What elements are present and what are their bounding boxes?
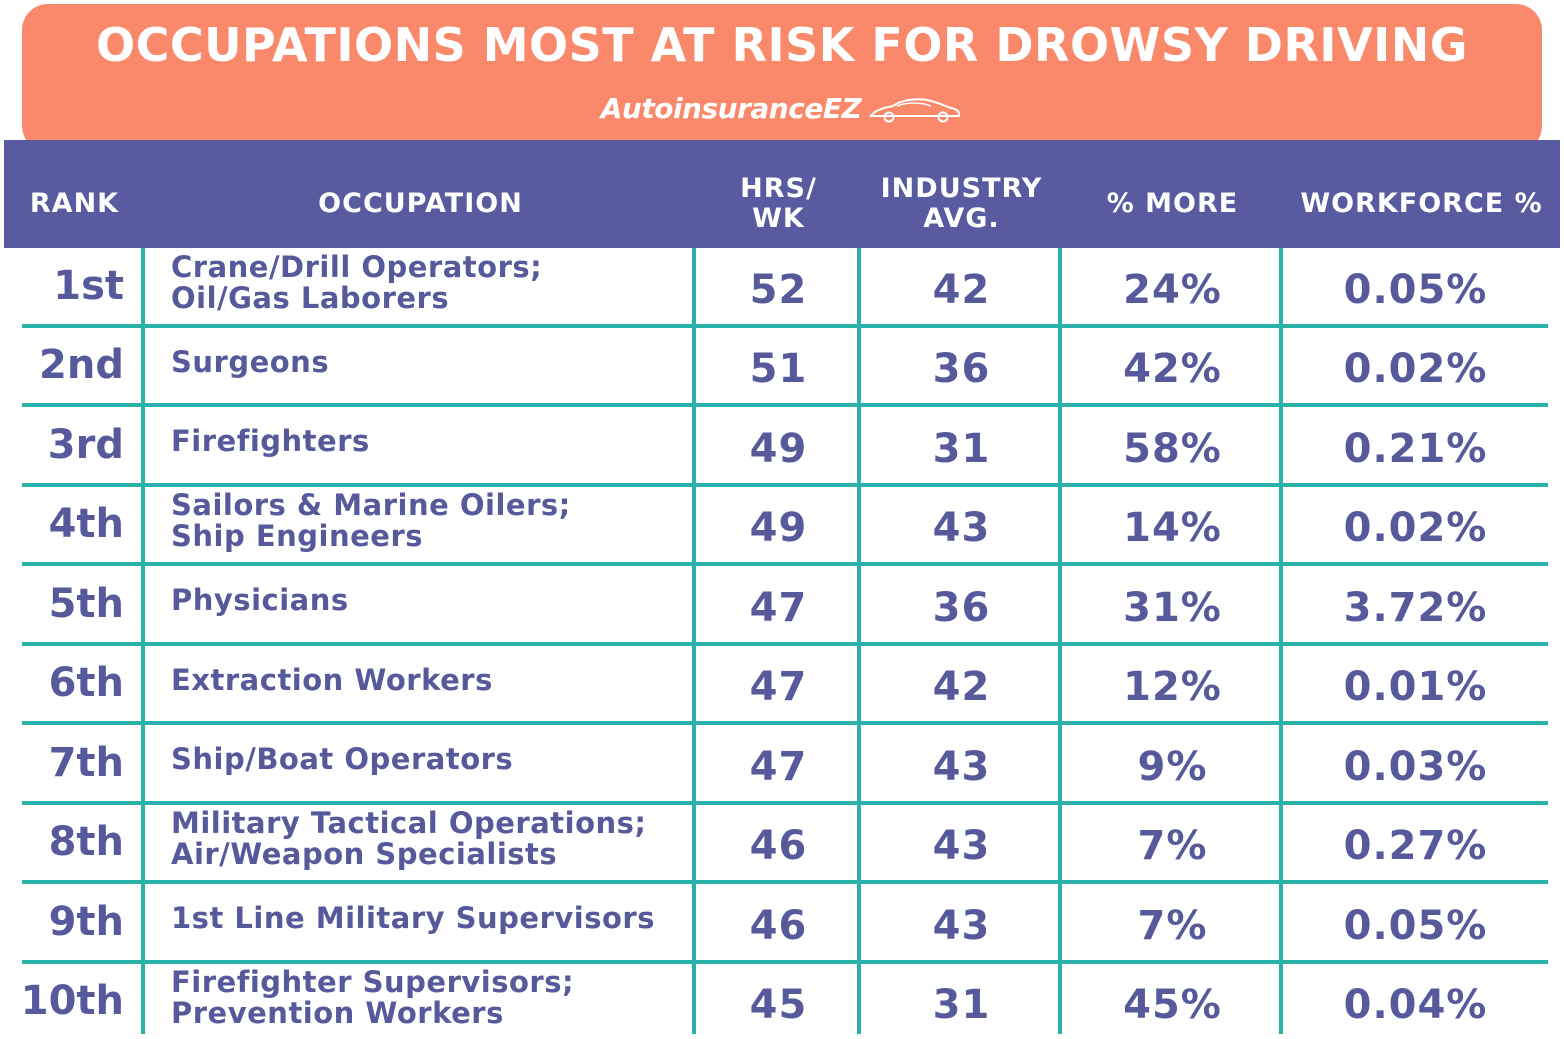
row-divider xyxy=(22,721,1548,725)
cell-hrs-wk: 49 xyxy=(749,505,808,552)
cell-industry-avg: 42 xyxy=(932,664,991,711)
cell-rank: 2nd xyxy=(39,342,124,389)
cell-industry-avg: 43 xyxy=(932,902,991,949)
cell-rank: 4th xyxy=(48,501,124,548)
cell-rank: 1st xyxy=(53,262,124,309)
cell-industry-avg: 31 xyxy=(932,982,991,1029)
header-pct-more: % MORE xyxy=(1106,188,1239,219)
cell-rank: 10th xyxy=(20,978,124,1025)
cell-rank: 6th xyxy=(48,660,124,707)
row-divider xyxy=(22,403,1548,407)
cell-rank: 7th xyxy=(48,739,124,786)
cell-workforce-pct: 0.05% xyxy=(1343,266,1488,313)
cell-hrs-wk: 46 xyxy=(749,902,808,949)
row-divider xyxy=(22,959,1548,964)
header-industry-avg: INDUSTRY AVG. xyxy=(880,173,1043,234)
brand-name: AutoinsuranceEZ xyxy=(600,92,862,125)
row-divider xyxy=(22,641,1548,646)
cell-hrs-wk: 51 xyxy=(749,346,808,393)
brand-logo: AutoinsuranceEZ xyxy=(22,92,1542,125)
cell-occupation: Crane/Drill Operators; Oil/Gas Laborers xyxy=(171,249,543,315)
row-divider xyxy=(22,562,1548,566)
cell-workforce-pct: 0.03% xyxy=(1343,743,1488,790)
cell-industry-avg: 42 xyxy=(932,266,991,313)
cell-pct-more: 7% xyxy=(1137,902,1208,949)
column-divider xyxy=(1058,248,1062,1034)
cell-workforce-pct: 3.72% xyxy=(1343,584,1488,631)
cell-workforce-pct: 0.05% xyxy=(1343,902,1488,949)
cell-workforce-pct: 0.21% xyxy=(1343,425,1488,472)
cell-hrs-wk: 52 xyxy=(749,266,808,313)
cell-hrs-wk: 49 xyxy=(749,425,808,472)
cell-pct-more: 12% xyxy=(1123,664,1222,711)
cell-occupation: Military Tactical Operations; Air/Weapon… xyxy=(171,806,647,872)
cell-rank: 8th xyxy=(48,819,124,866)
cell-occupation: Physicians xyxy=(171,583,349,618)
cell-occupation: Surgeons xyxy=(171,344,330,379)
cell-workforce-pct: 0.27% xyxy=(1343,823,1488,870)
column-divider xyxy=(1279,248,1283,1034)
cell-pct-more: 7% xyxy=(1137,823,1208,870)
cell-hrs-wk: 47 xyxy=(749,584,808,631)
cell-industry-avg: 36 xyxy=(932,346,991,393)
cell-rank: 5th xyxy=(48,580,124,627)
column-divider xyxy=(857,248,861,1034)
row-divider xyxy=(22,800,1548,805)
cell-hrs-wk: 46 xyxy=(749,823,808,870)
cell-rank: 9th xyxy=(48,898,124,945)
cell-industry-avg: 43 xyxy=(932,743,991,790)
chart-title: OCCUPATIONS MOST AT RISK FOR DROWSY DRIV… xyxy=(96,18,1468,72)
cell-rank: 3rd xyxy=(47,421,124,468)
cell-hrs-wk: 47 xyxy=(749,743,808,790)
car-icon xyxy=(869,97,961,122)
cell-pct-more: 31% xyxy=(1123,584,1222,631)
cell-industry-avg: 31 xyxy=(932,425,991,472)
header-occupation: OCCUPATION xyxy=(318,188,523,219)
cell-industry-avg: 36 xyxy=(932,584,991,631)
column-divider xyxy=(141,248,145,1034)
cell-pct-more: 42% xyxy=(1123,346,1222,393)
column-divider xyxy=(692,248,696,1034)
cell-occupation: Ship/Boat Operators xyxy=(171,742,514,777)
cell-occupation: Extraction Workers xyxy=(171,662,493,697)
cell-occupation: Sailors & Marine Oilers; Ship Engineers xyxy=(171,488,571,554)
cell-pct-more: 9% xyxy=(1137,743,1208,790)
header-hrs-wk: HRS/ WK xyxy=(740,173,817,234)
cell-workforce-pct: 0.01% xyxy=(1343,664,1488,711)
cell-workforce-pct: 0.04% xyxy=(1343,982,1488,1029)
cell-hrs-wk: 47 xyxy=(749,664,808,711)
cell-occupation: 1st Line Military Supervisors xyxy=(171,901,655,936)
title-banner: OCCUPATIONS MOST AT RISK FOR DROWSY DRIV… xyxy=(22,4,1542,152)
cell-workforce-pct: 0.02% xyxy=(1343,346,1488,393)
table-header xyxy=(4,140,1560,248)
cell-industry-avg: 43 xyxy=(932,505,991,552)
header-workforce-pct: WORKFORCE % xyxy=(1300,188,1543,219)
row-divider xyxy=(22,323,1548,328)
cell-pct-more: 58% xyxy=(1123,425,1222,472)
row-divider xyxy=(22,482,1548,487)
cell-occupation: Firefighter Supervisors; Prevention Work… xyxy=(171,965,575,1031)
cell-hrs-wk: 45 xyxy=(749,982,808,1029)
cell-occupation: Firefighters xyxy=(171,424,370,459)
cell-pct-more: 24% xyxy=(1123,266,1222,313)
row-divider xyxy=(22,880,1548,884)
cell-pct-more: 45% xyxy=(1123,982,1222,1029)
cell-industry-avg: 43 xyxy=(932,823,991,870)
cell-workforce-pct: 0.02% xyxy=(1343,505,1488,552)
header-rank: RANK xyxy=(29,188,120,219)
cell-pct-more: 14% xyxy=(1123,505,1222,552)
